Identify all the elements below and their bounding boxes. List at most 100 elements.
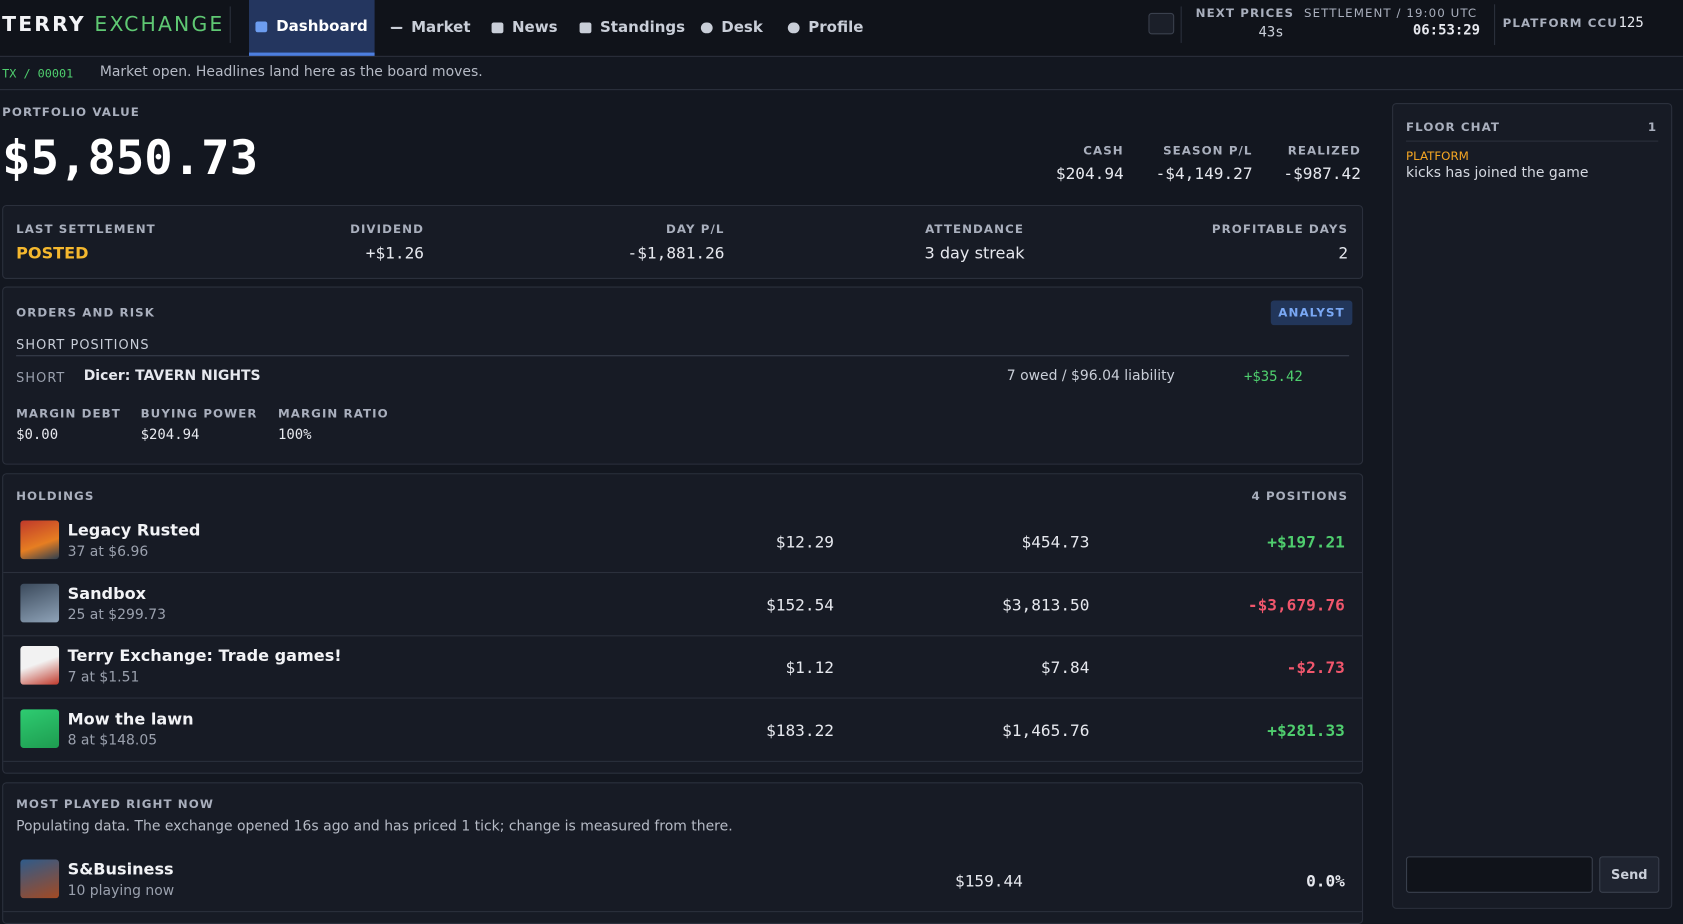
game-detail: 10 playing now xyxy=(67,883,175,900)
settlement-value: +$1.26 xyxy=(365,243,424,263)
stat-value: -$987.42 xyxy=(1283,164,1361,184)
holding-row[interactable]: Legacy Rusted 37 at $6.96 $12.29 $454.73 +$1… xyxy=(3,510,1363,574)
game-thumb xyxy=(20,646,60,685)
stat-value: -$4,149.27 xyxy=(1155,164,1253,184)
holding-pl: +$197.21 xyxy=(1267,532,1345,552)
short-kind: SHORT xyxy=(16,370,66,386)
settlement-value: -$1,881.26 xyxy=(627,243,725,263)
settlement-label: ATTENDANCE xyxy=(925,222,1024,237)
layout: Desk xyxy=(721,19,763,37)
layout xyxy=(16,355,1350,357)
nav-item[interactable]: Market xyxy=(390,0,471,56)
chat-title: FLOOR CHAT xyxy=(1406,120,1501,135)
holding-value: $454.73 xyxy=(1021,532,1090,552)
ticker-text: Market open. Headlines land here as the … xyxy=(99,64,483,81)
game-name: S&Business xyxy=(67,859,174,879)
holding-name: Sandbox xyxy=(67,583,147,603)
panel-title: ORDERS AND RISK xyxy=(16,305,155,320)
note: Populating data. The exchange opened 16s… xyxy=(16,818,733,835)
holding-row[interactable]: Mow the lawn 8 at $148.05 $183.22 $1,465.76… xyxy=(3,698,1363,762)
mute-button[interactable] xyxy=(1148,12,1175,35)
stat-label: CASH xyxy=(1083,143,1124,158)
metric-value: $204.94 xyxy=(140,427,200,444)
chat-author: PLATFORM xyxy=(1406,149,1469,164)
metric-label: BUYING POWER xyxy=(140,406,258,421)
orders-panel: ORDERS AND RISK ANALYST SHORT POSITIONS … xyxy=(2,286,1364,465)
holding-name: Mow the lawn xyxy=(67,708,194,729)
panel-title: MOST PLAYED RIGHT NOW xyxy=(16,797,214,812)
layout xyxy=(579,22,592,34)
holding-detail: 8 at $148.05 xyxy=(67,732,158,749)
stat-label: REALIZED xyxy=(1287,143,1361,158)
metric-label: MARGIN RATIO xyxy=(277,406,389,421)
holding-name: Legacy Rusted xyxy=(67,520,201,540)
layout xyxy=(700,22,713,34)
stat-value: $204.94 xyxy=(1055,164,1124,184)
brand: TERRY xyxy=(2,12,86,37)
game-thumb xyxy=(20,708,60,748)
nav-item[interactable]: Standings xyxy=(579,0,685,56)
layout xyxy=(229,6,231,43)
holding-price: $183.22 xyxy=(766,720,834,740)
holding-pl: -$2.73 xyxy=(1286,657,1345,678)
layout xyxy=(1180,6,1182,43)
settlement-panel: LAST SETTLEMENT POSTED DIVIDEND +$1.26 D… xyxy=(2,204,1364,280)
nav-item[interactable]: Profile xyxy=(787,0,863,56)
layout xyxy=(491,22,504,34)
holding-pl: -$3,679.76 xyxy=(1247,595,1345,615)
ticker-id: TX / 00001 xyxy=(2,66,74,81)
short-pl: +$35.42 xyxy=(1243,369,1303,386)
ticker: TX / 00001 Market open. Headlines land h… xyxy=(0,57,1683,91)
layout xyxy=(1494,4,1496,46)
game-change: 0.0% xyxy=(1306,871,1345,891)
layout: Legacy Rusted 37 at $6.96 $12.29 $454.73 +$1… xyxy=(3,510,1363,768)
game-thumb xyxy=(20,859,60,899)
holding-value: $7.84 xyxy=(1040,657,1090,678)
panel-title: HOLDINGS xyxy=(16,489,95,504)
chat-count: 1 xyxy=(1647,120,1658,135)
holding-detail: 7 at $1.51 xyxy=(67,669,140,686)
chat-panel: FLOOR CHAT 1 PLATFORM kicks has joined t… xyxy=(1392,103,1673,909)
settlement-label: LAST SETTLEMENT xyxy=(16,222,156,237)
layout xyxy=(787,22,800,34)
section-title: SHORT POSITIONS xyxy=(16,336,150,352)
send-button[interactable]: Send xyxy=(1599,856,1660,893)
holding-row[interactable]: Terry Exchange: Trade games! 7 at $1.51 $1… xyxy=(3,635,1363,699)
holding-value: $3,813.50 xyxy=(1002,595,1090,615)
brand: EXCHANGE xyxy=(94,12,225,37)
holding-row[interactable]: Sandbox 25 at $299.73 $152.54 $3,813.50 -$3,… xyxy=(3,572,1363,636)
holding-pl: +$281.33 xyxy=(1267,720,1345,740)
metric-label: MARGIN DEBT xyxy=(16,406,121,421)
holdings-panel: HOLDINGS 4 POSITIONS Legacy Rusted 37 at … xyxy=(2,473,1364,774)
layout: Market xyxy=(411,19,471,37)
layout: Dashboard xyxy=(276,17,368,35)
portfolio-label: PORTFOLIO VALUE xyxy=(2,105,140,120)
most-played-panel: MOST PLAYED RIGHT NOW Populating data. T… xyxy=(2,782,1364,924)
next-prices-label: NEXT PRICES xyxy=(1195,6,1295,21)
game-thumb xyxy=(20,520,60,560)
ccu-label: PLATFORM CCU xyxy=(1502,16,1618,31)
holding-price: $152.54 xyxy=(766,595,834,615)
portfolio-value: $5,850.73 xyxy=(2,130,259,186)
nav-item[interactable]: News xyxy=(491,0,558,56)
nav-item[interactable]: Dashboard xyxy=(249,0,375,56)
game-thumb xyxy=(20,583,60,622)
settlement-label: DIVIDEND xyxy=(350,222,424,237)
next-prices: 43s xyxy=(1258,24,1284,41)
top-bar: TERRY EXCHANGE Dashboard Market News Sta… xyxy=(0,0,1683,57)
holding-price: $1.12 xyxy=(785,657,834,678)
stat-label: SEASON P/L xyxy=(1163,143,1253,158)
chat-input[interactable] xyxy=(1406,856,1593,893)
settlement-label: DAY P/L xyxy=(665,222,725,237)
holding-value: $1,465.76 xyxy=(1002,720,1090,740)
settlement-value: 3 day streak xyxy=(924,243,1025,263)
game-row[interactable]: S&Business 10 playing now $159.44 0.0% xyxy=(3,849,1363,913)
holding-price: $12.29 xyxy=(775,532,834,552)
nav-item[interactable]: Desk xyxy=(700,0,763,56)
holding-detail: 25 at $299.73 xyxy=(67,606,166,623)
settlement-value: POSTED xyxy=(16,243,89,263)
metric-value: 100% xyxy=(277,427,312,444)
badge: ANALYST xyxy=(1270,300,1353,326)
short-name: Dicer: TAVERN NIGHTS xyxy=(83,368,261,385)
